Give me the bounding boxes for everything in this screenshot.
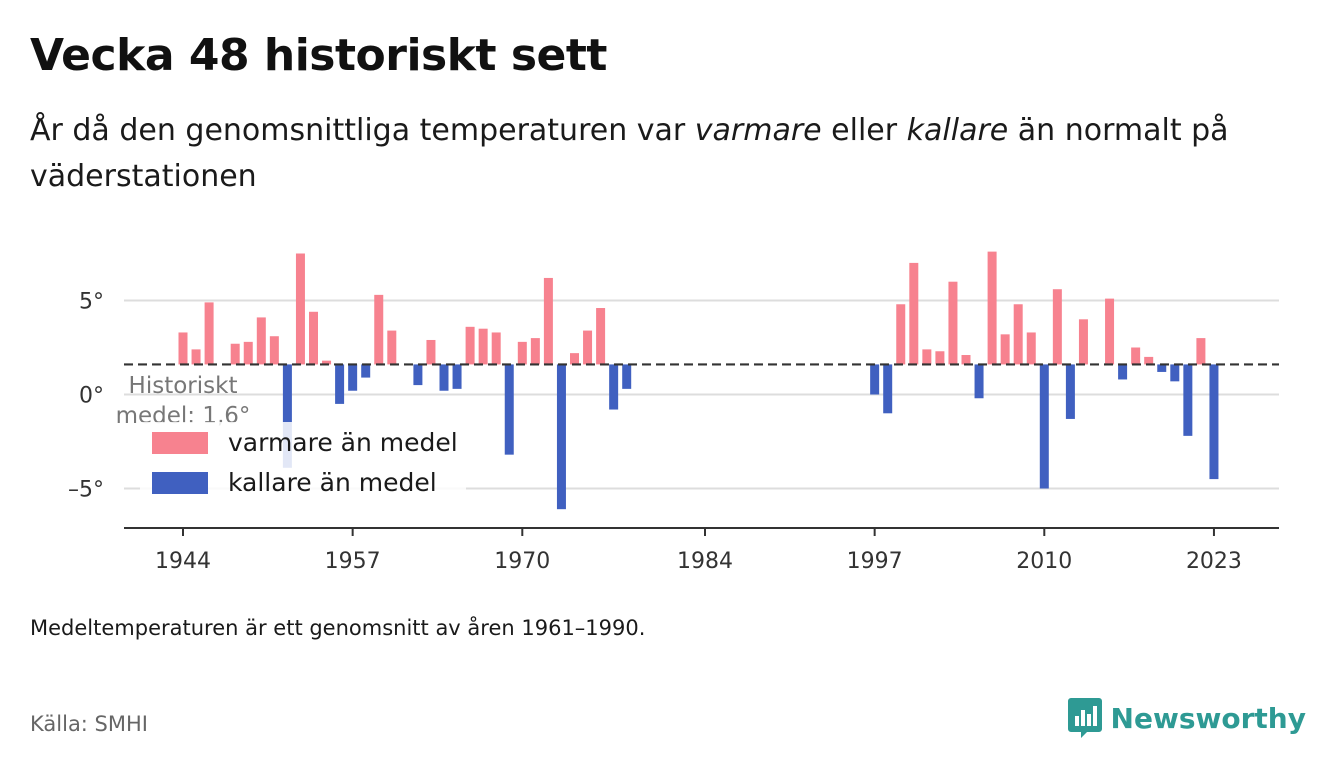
bar-2016 [1118,364,1128,380]
legend-label-cold: kallare än medel [228,468,437,497]
bar-2009 [1026,332,1036,365]
bar-2002 [935,351,945,365]
bar-2011 [1052,289,1062,365]
subtitle-part3: än normalt på väderstationen [30,113,1229,194]
legend-label-warm: varmare än medel [228,428,458,457]
x-tick-label: 1957 [325,549,381,574]
bar-1962 [413,364,423,386]
bar-1969 [504,364,514,455]
bar-2004 [961,355,971,365]
bar-1952 [282,364,292,468]
bar-2005 [974,364,984,399]
bar-2019 [1157,364,1167,372]
bar-1964 [439,364,449,391]
x-tick-label: 1970 [494,549,550,574]
bar-1956 [335,364,345,404]
subtitle-cold-word: kallare [906,113,1009,148]
bar-1958 [361,364,371,378]
bar-1999 [896,304,906,365]
bar-1973 [556,364,566,510]
bar-2013 [1078,319,1088,365]
bar-1968 [491,332,501,365]
bar-2012 [1065,364,1075,419]
bar-2023 [1209,364,1219,480]
bar-2015 [1105,298,1115,365]
x-tick-label: 2010 [1016,549,1072,574]
subtitle-warm-word: varmare [694,113,822,148]
mean-label-line1: Historiskt [129,373,238,399]
bar-1960 [387,330,397,365]
bar-1959 [374,294,384,365]
bar-1953 [295,253,305,365]
bar-1950 [256,317,266,365]
bar-1972 [543,277,553,365]
bar-1966 [465,326,475,365]
bars [178,251,1219,510]
footnote: Medeltemperaturen är ett genomsnitt av å… [30,616,646,640]
subtitle-part2: eller [821,113,907,148]
y-axis-ticks: 5° 0° –5° [68,290,104,503]
x-tick-label: 1984 [677,549,733,574]
bar-1951 [269,336,279,365]
y-tick-label: –5° [68,478,104,503]
bar-2017 [1131,347,1141,365]
bar-1977 [609,364,619,410]
bar-2022 [1196,338,1206,365]
bar-1955 [322,360,332,365]
chart-subtitle: År då den genomsnittliga temperaturen va… [30,108,1250,200]
bar-2018 [1144,356,1154,365]
bar-1949 [243,341,253,365]
bar-2006 [987,251,997,365]
bar-1974 [570,353,579,365]
bar-1976 [596,308,606,365]
bar-2003 [948,281,958,365]
bar-2021 [1183,364,1193,436]
subtitle-part1: År då den genomsnittliga temperaturen va… [30,113,695,148]
bar-2010 [1039,364,1049,489]
x-axis-ticks: 1944 1957 1970 1984 1997 2010 2023 [155,528,1242,574]
x-tick-label: 1944 [155,549,211,574]
bar-1957 [348,364,358,391]
bar-1998 [883,364,893,414]
y-tick-label: 5° [79,290,104,315]
brand-logo[interactable]: Newsworthy [1067,696,1306,740]
bar-2000 [909,262,919,365]
mean-annotation: Historiskt medel: 1,6° [116,373,251,429]
legend-swatch-cold [152,472,208,494]
legend: varmare än medel kallare än medel [152,428,458,497]
bar-1967 [478,328,488,365]
y-tick-label: 0° [79,384,104,409]
bar-2001 [922,349,932,365]
bar-2008 [1013,304,1023,365]
bar-1944 [178,332,188,365]
bar-1954 [309,311,318,365]
bar-1997 [870,364,880,395]
bar-2007 [1000,334,1010,365]
legend-swatch-warm [152,432,208,454]
bar-1970 [517,341,527,365]
bar-chart-icon [1067,698,1102,738]
bar-1965 [452,364,462,389]
bar-2020 [1170,364,1180,382]
bar-1978 [622,364,632,389]
bar-1963 [426,339,436,365]
x-tick-label: 2023 [1186,549,1242,574]
bar-1971 [530,338,540,365]
bar-1975 [583,330,593,365]
bar-1946 [204,302,214,365]
brand-name: Newsworthy [1110,701,1306,735]
chart-title: Vecka 48 historiskt sett [30,30,607,81]
bar-1948 [230,343,240,365]
source-credit: Källa: SMHI [30,712,148,736]
bar-1945 [191,349,201,365]
x-tick-label: 1997 [847,549,903,574]
